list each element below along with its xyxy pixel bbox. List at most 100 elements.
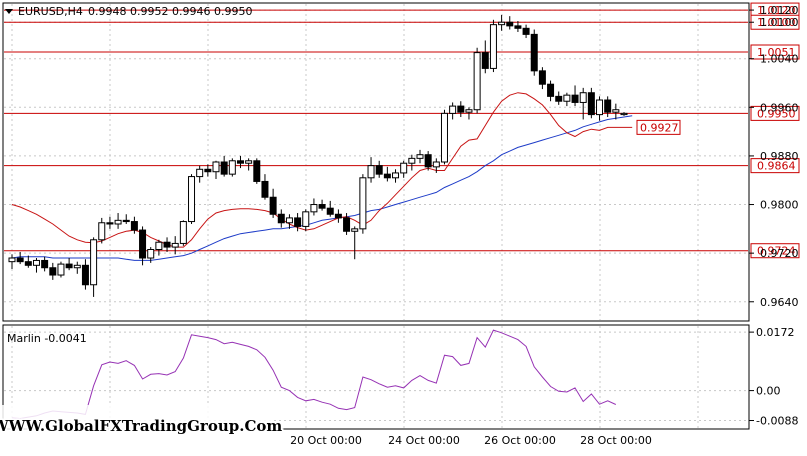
candle-body-bear [538,70,546,85]
time-tick-label: 24 Oct 00:00 [388,434,460,447]
chart-header-symbol: EURUSD,H4 [18,5,83,18]
candle-body-bull [188,176,196,223]
main-panel [2,2,750,322]
candle-body-bull [449,105,457,114]
candle-body-bear [65,263,73,269]
candle-body-bull [351,228,359,232]
candle-body-bear [122,219,130,223]
candle-body-bull [596,99,604,116]
candle-body-bear [49,267,57,276]
price-tick-label: 0.9640 [760,296,799,309]
ma-label-box [636,119,681,135]
candle-body-bull [212,161,220,173]
candle-body-bear [24,261,32,266]
candlesticks [8,14,628,297]
price-tick-label: 0.9880 [760,150,799,163]
candle-body-bull [73,264,81,269]
candle-body-bull [489,24,497,69]
candle-body-bull [57,263,65,276]
candle-body-bear [547,83,555,97]
moving-averages [11,92,633,261]
indicator-tick-label: 0.00 [756,385,781,398]
indicator-tick-label: 0.0172 [756,326,795,339]
candle-body-bear [41,259,49,269]
candle-body-bull [432,161,440,168]
candle-body-bear [253,160,261,182]
candle-body-bear [383,173,391,179]
candle-body-bull [465,109,473,113]
candle-body-bull [498,21,506,26]
candle-body-bear [506,21,514,27]
candle-body-bull [8,257,16,263]
candle-body-bear [514,25,522,29]
candle-body-bull [579,92,587,103]
candle-body-bear [163,241,171,248]
candle-body-bear [571,94,579,103]
time-tick-label: 28 Oct 00:00 [580,434,652,447]
candle-body-bull [310,204,318,213]
level-label: 1.0100 [757,16,796,29]
price-tick-label: 1.0040 [760,53,799,66]
candle-body-bear [236,160,244,164]
level-label-box [750,44,800,60]
candle-body-bull [196,168,204,178]
indicator-title: Marlin -0.0041 [7,332,87,345]
candle-body-bear [522,27,530,35]
level-label: 1.0051 [757,46,796,59]
candle-body-bull [392,172,400,179]
level-label: 0.9724 [757,245,796,258]
candle-body-bear [457,105,465,113]
candle-body-bear [16,257,24,263]
candle-body-bull [408,157,416,164]
candle-body-bull [416,154,424,159]
candle-body-bear [375,165,383,175]
candle-body-bear [318,204,326,209]
candle-body-bull [367,165,375,179]
candle-body-bull [473,52,481,111]
ma-slow-line [11,115,633,261]
candle-body-bear [130,221,138,231]
candle-body-bear [294,217,302,227]
price-tick-label: 1.0120 [760,4,799,17]
candle-body-bear [139,229,147,259]
indicator-tick-label: -0.0088 [756,415,798,428]
candle-body-bull [90,239,98,286]
candle-body-bull [400,162,408,174]
candle-body-bear [220,161,228,175]
marlin-series [11,329,617,420]
candle-body-bear [261,180,269,198]
candle-body-bear [334,213,342,219]
candle-body-bull [32,259,40,266]
candle-body-bull [359,177,367,230]
candle-body-bull [563,94,571,102]
candle-body-bear [269,196,277,215]
level-label: 0.9864 [757,160,796,173]
watermark-text: WWW.GlobalFXTradingGroup.Com [0,417,282,435]
time-tick-label: 26 Oct 00:00 [484,434,556,447]
level-label-box [750,243,800,259]
candle-body-bull [155,241,163,251]
collapse-arrow-icon[interactable] [5,9,13,14]
price-tick-label: 0.9960 [760,101,799,114]
watermark: WWW.GlobalFXTradingGroup.Com [0,405,284,447]
price-tick-label: 1.0100 [760,16,799,29]
candle-body-bear [326,207,334,215]
price-tick-label: 0.9720 [760,247,799,260]
chart-header-ohlc: 0.9948 0.9952 0.9946 0.9950 [88,5,252,18]
price-tick-label: 0.9800 [760,199,799,212]
level-label: 0.9950 [757,107,796,120]
candle-body-bear [530,33,538,72]
candle-body-bear [204,168,212,173]
level-label: 1.0120 [757,4,796,17]
level-label-box [750,105,800,121]
candle-body-bull [245,160,253,164]
time-axis: 20 Oct 00:00 24 Oct 00:00 26 Oct 00:00 28 O… [290,434,652,447]
candle-body-bear [604,99,612,113]
candle-body-bear [587,92,595,116]
candle-body-bull [179,221,187,244]
level-label-box [750,158,800,174]
candle-body-bull [620,112,628,116]
candle-body-bear [106,222,114,225]
